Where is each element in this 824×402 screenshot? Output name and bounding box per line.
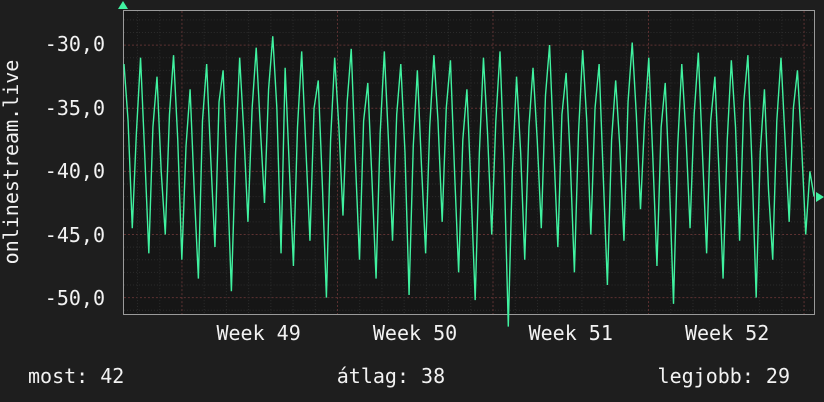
stat-average: átlag: 38	[336, 364, 446, 388]
stat-current: most: 42	[28, 364, 125, 388]
current-value-arrow-icon	[816, 191, 824, 202]
x-tick-label: Week 51	[528, 321, 613, 345]
y-tick-label: -35,0	[44, 95, 105, 120]
x-tick-label: Week 52	[684, 321, 770, 345]
data-line	[123, 36, 815, 327]
y-tick-label: -50,0	[44, 286, 105, 311]
chart-canvas	[123, 11, 815, 327]
y-axis-tick-labels: -30,0 -35,0 -40,0 -45,0 -50,0	[0, 10, 113, 315]
stat-best: legjobb: 29	[657, 364, 790, 388]
y-axis-arrow-icon	[118, 1, 128, 9]
stats-row: most: 42 átlag: 38 legjobb: 29	[0, 362, 824, 390]
x-tick-label: Week 49	[216, 321, 301, 345]
plot-area	[123, 10, 815, 327]
x-axis-tick-labels: Week 49 Week 50 Week 51 Week 52	[123, 320, 815, 346]
y-tick-label: -45,0	[44, 222, 105, 247]
x-tick-label: Week 50	[372, 321, 458, 345]
y-tick-label: -40,0	[44, 159, 105, 184]
y-tick-label: -30,0	[44, 32, 105, 57]
